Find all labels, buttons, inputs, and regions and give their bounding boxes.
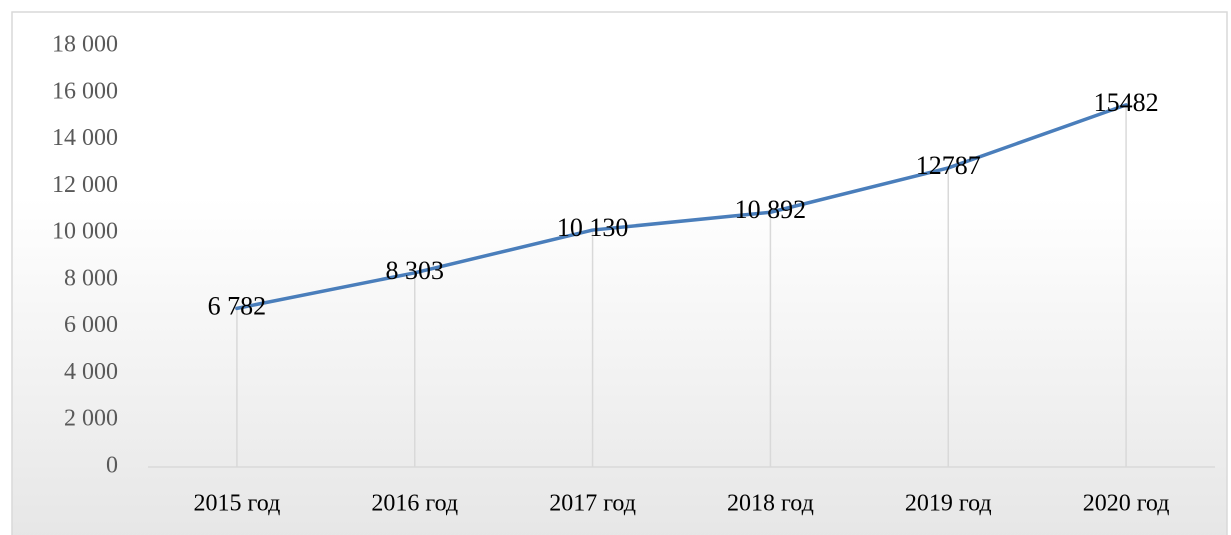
chart-frame	[11, 11, 1228, 535]
series-line	[235, 103, 1128, 311]
y-tick-label: 18 000	[52, 32, 118, 58]
y-tick-label: 8 000	[64, 265, 118, 291]
y-tick-label: 16 000	[52, 78, 118, 104]
x-tick-label: 2016 год	[371, 491, 458, 517]
y-tick-label: 0	[106, 453, 118, 479]
x-tick-label: 2017 год	[549, 491, 636, 517]
y-tick-label: 14 000	[52, 125, 118, 151]
data-label: 10 892	[735, 195, 807, 224]
data-label: 15482	[1094, 88, 1159, 117]
y-tick-label: 10 000	[52, 219, 118, 245]
y-tick-label: 2 000	[64, 406, 118, 432]
y-tick-label: 12 000	[52, 172, 118, 198]
data-label: 12787	[916, 151, 981, 180]
x-tick-label: 2019 год	[905, 491, 992, 517]
data-label: 8 303	[386, 256, 445, 285]
y-tick-label: 4 000	[64, 359, 118, 385]
x-tick-label: 2018 год	[727, 491, 814, 517]
data-label: 10 130	[557, 213, 629, 242]
x-tick-label: 2015 год	[194, 491, 281, 517]
x-tick-label: 2020 год	[1083, 491, 1170, 517]
y-tick-label: 6 000	[64, 312, 118, 338]
data-label: 6 782	[208, 291, 267, 320]
